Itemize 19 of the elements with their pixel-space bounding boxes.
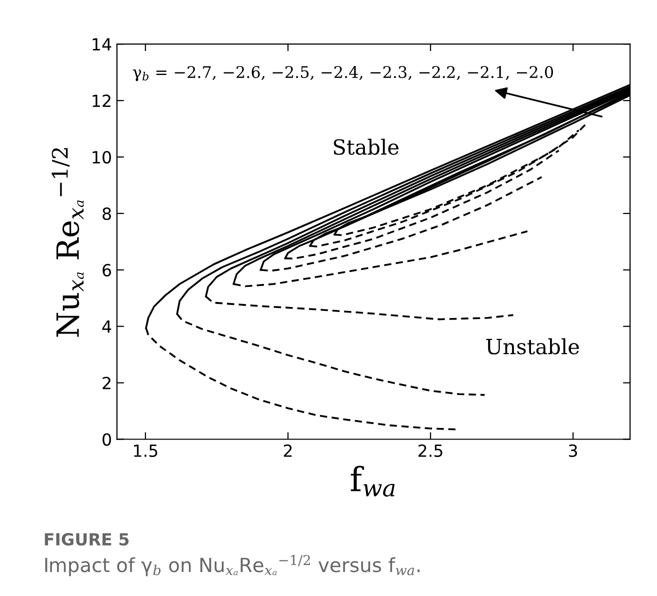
y-tick-label: 2 [102, 376, 110, 390]
x-tick-label: 1.5 [134, 444, 158, 458]
y-axis-title: Nu$_{xₐ}$ Re$_{xₐ}$$^{−1/2}$ [52, 148, 84, 337]
y-tick-label: 6 [102, 264, 112, 276]
annotation: γ$_{b}$ = −2.7, −2.6, −2.5, −2.4, −2.3, −2.2, −2.1, −2.0 [132, 66, 554, 82]
y-tick-label: 0 [102, 433, 111, 446]
annotation: Stable [334, 138, 398, 155]
caption: FIGURE 5 [44, 532, 129, 546]
annotation: Unstable [486, 338, 579, 354]
x-tick-label: 2.5 [418, 444, 442, 458]
y-tick-label: 4 [102, 320, 112, 333]
y-tick-label: 10 [92, 150, 111, 164]
x-tick-label: 3 [569, 444, 578, 458]
y-tick-label: 14 [92, 38, 112, 50]
y-tick-label: 8 [102, 207, 111, 220]
y-tick-label: 12 [92, 94, 110, 107]
x-axis-title: f$_{wa}$ [350, 466, 395, 497]
text: Impact of γ$_{b}$ on Nu$_{xₐ}$Re$_{xₐ}$$^{−1/2}$ versus f$_{wa}$. [45, 554, 420, 576]
x-tick-label: 2 [284, 444, 292, 457]
